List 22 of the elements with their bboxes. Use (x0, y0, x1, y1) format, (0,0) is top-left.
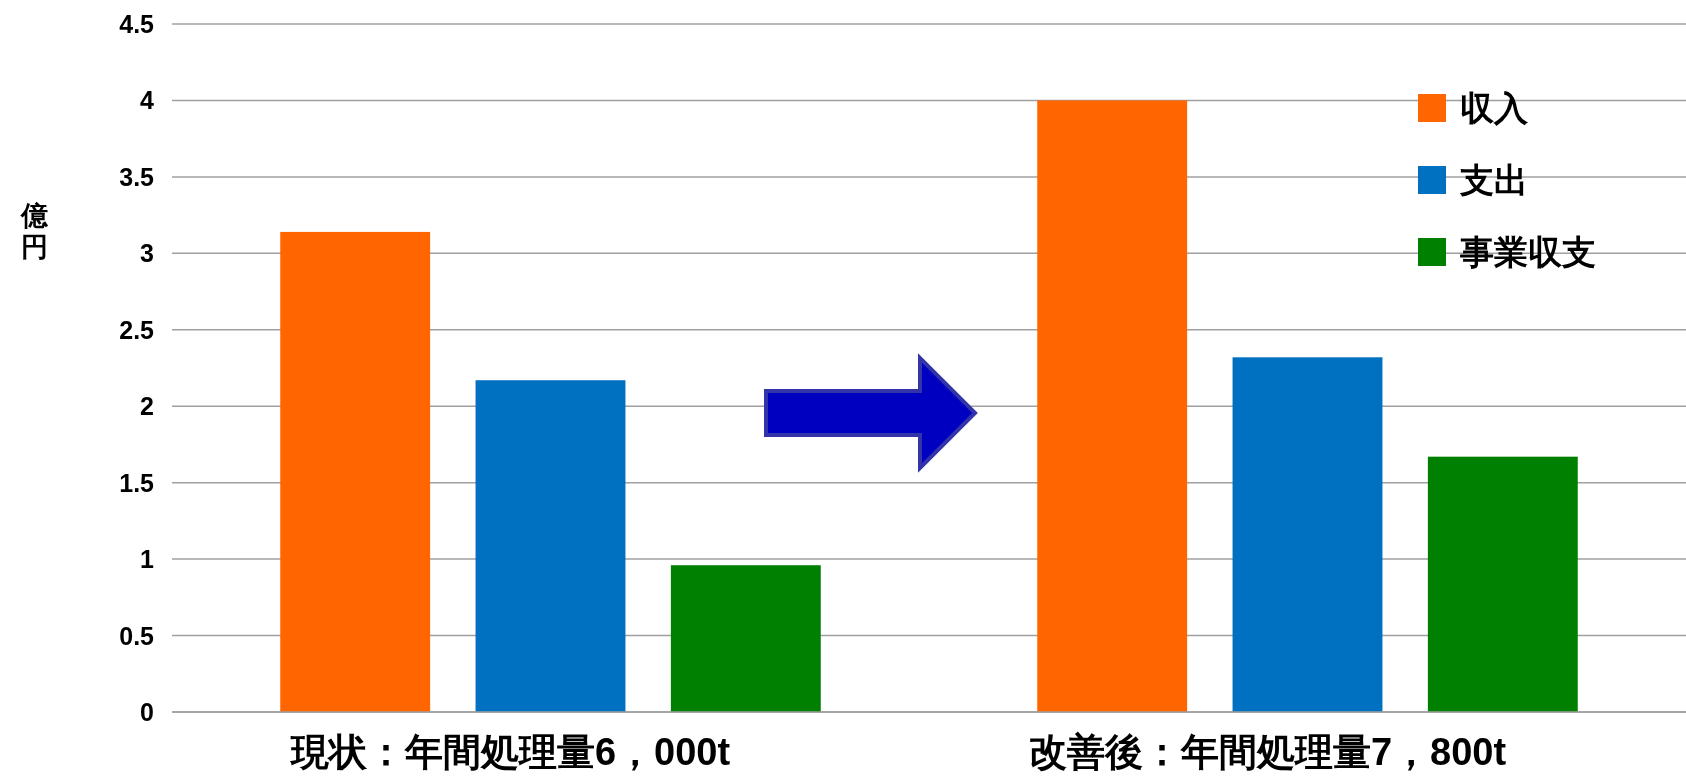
x-tick-label: 現状：年間処理量6，000t (288, 731, 731, 773)
bar (670, 565, 821, 712)
bar (1037, 100, 1188, 712)
y-tick-label: 2 (140, 392, 154, 421)
y-axis-title: 億円 (19, 201, 49, 262)
y-tick-label: 1 (140, 545, 155, 574)
y-tick-label: 0.5 (119, 621, 155, 650)
y-tick-label: 3.5 (119, 162, 155, 191)
bar (280, 231, 431, 712)
y-tick-label: 1.5 (119, 468, 155, 497)
bar (475, 380, 626, 712)
legend-label: 支出 (1459, 161, 1528, 199)
x-tick-label: 改善後：年間処理量7，800t (1028, 731, 1507, 773)
y-tick-label: 2.5 (119, 315, 155, 344)
bar (1232, 357, 1383, 712)
y-tick-label: 0 (140, 698, 154, 726)
legend-label: 事業収支 (1459, 233, 1596, 271)
legend-label: 収入 (1460, 89, 1529, 127)
y-tick-label: 4.5 (119, 10, 155, 38)
y-tick-label: 4 (140, 86, 155, 115)
y-tick-label: 3 (140, 239, 154, 268)
bar (1427, 456, 1578, 712)
